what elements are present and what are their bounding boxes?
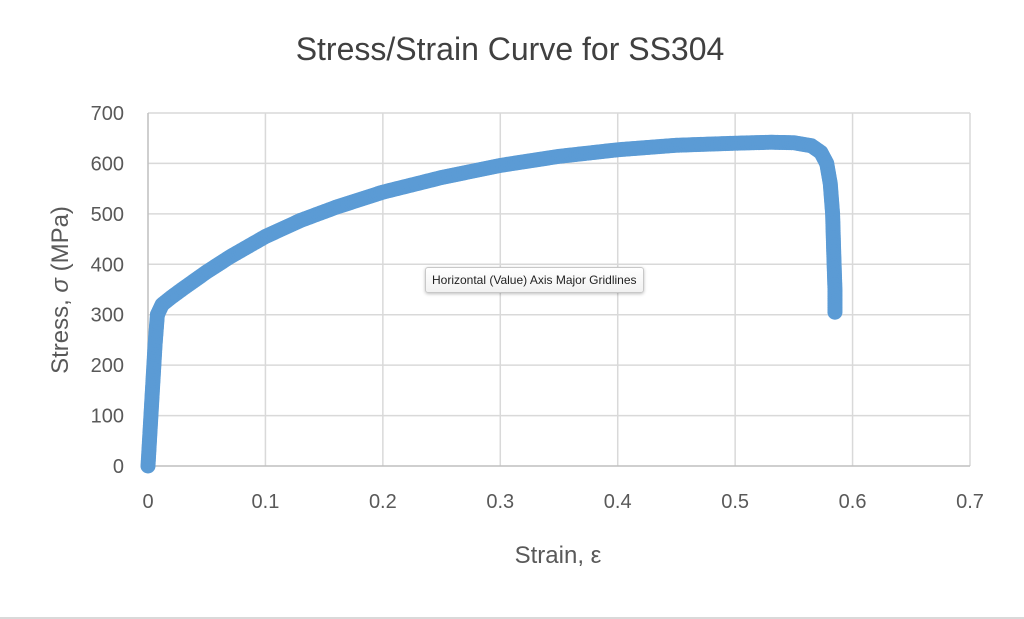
x-tick-label: 0.6 <box>839 491 867 513</box>
y-tick-label: 500 <box>91 204 124 226</box>
y-axis-label-symbol: σ <box>47 277 74 293</box>
x-tick-label: 0.5 <box>721 491 749 513</box>
x-tick-label: 0 <box>142 491 153 513</box>
y-axis-label: Stress, σ (MPa) <box>47 206 74 374</box>
y-tick-label: 300 <box>91 305 124 327</box>
x-tick-label: 0.2 <box>369 491 397 513</box>
divider <box>0 617 1024 619</box>
x-axis-label: Strain, ε <box>515 542 602 569</box>
y-tick-label: 400 <box>91 254 124 276</box>
y-tick-label: 700 <box>91 103 124 125</box>
tick-labels: 0 0.1 0.2 0.3 0.4 0.5 0.6 0.7 0 100 200 300 400 500 60… <box>91 103 984 513</box>
y-axis-label-suffix: (MPa) <box>47 206 74 278</box>
chart-title: Stress/Strain Curve for SS304 <box>296 31 725 67</box>
y-tick-label: 600 <box>91 153 124 175</box>
x-tick-label: 0.3 <box>486 491 514 513</box>
x-tick-label: 0.1 <box>252 491 280 513</box>
x-tick-label: 0.7 <box>956 491 984 513</box>
series-ss304[interactable] <box>140 134 843 474</box>
data-point[interactable] <box>827 304 843 320</box>
y-tick-label: 100 <box>91 406 124 428</box>
y-axis-label-prefix: Stress, <box>47 293 74 374</box>
gridlines-tooltip: Horizontal (Value) Axis Major Gridlines <box>425 267 644 293</box>
y-tick-label: 0 <box>113 456 124 478</box>
y-tick-label: 200 <box>91 355 124 377</box>
x-tick-label: 0.4 <box>604 491 632 513</box>
